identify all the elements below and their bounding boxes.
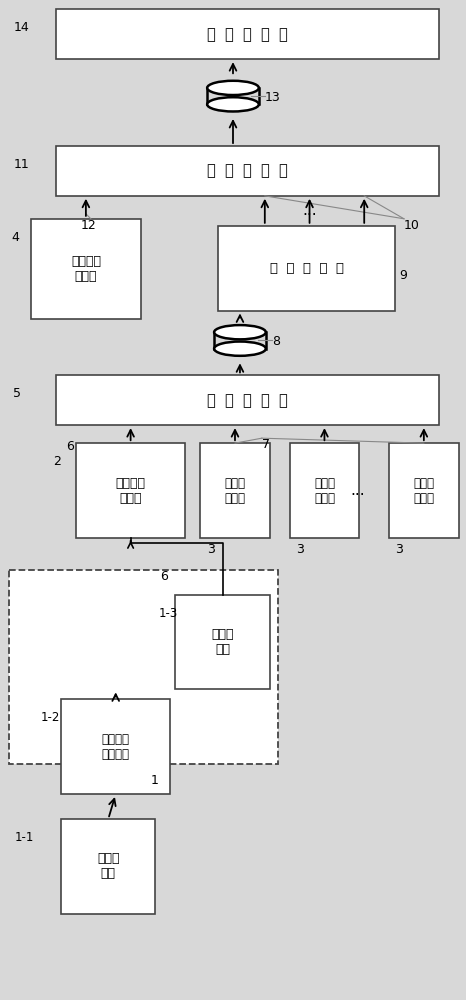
Bar xyxy=(200,443,270,538)
Text: 掺锁光纤
放大器: 掺锁光纤 放大器 xyxy=(116,477,145,505)
Text: 14: 14 xyxy=(14,21,29,34)
Text: 3: 3 xyxy=(395,543,403,556)
Text: 第  一  个  耦  器: 第 一 个 耦 器 xyxy=(269,262,343,275)
Text: 8: 8 xyxy=(272,335,280,348)
Text: 7: 7 xyxy=(262,438,270,451)
Text: 10: 10 xyxy=(404,219,420,232)
Text: 2: 2 xyxy=(53,455,61,468)
Bar xyxy=(290,443,359,538)
Text: 探测光
激光器: 探测光 激光器 xyxy=(413,477,434,505)
Text: 马赫调
制器: 马赫调 制器 xyxy=(211,628,234,656)
Bar xyxy=(31,219,141,319)
Text: 3: 3 xyxy=(207,543,215,556)
Text: 4: 4 xyxy=(11,231,19,244)
Text: 第  三  个  耦  器: 第 三 个 耦 器 xyxy=(207,27,288,42)
Bar xyxy=(175,595,270,689)
Text: 9: 9 xyxy=(399,269,407,282)
Ellipse shape xyxy=(207,81,259,95)
Text: 1: 1 xyxy=(151,774,158,787)
Bar xyxy=(56,375,439,425)
Bar xyxy=(56,146,439,196)
Bar xyxy=(218,226,395,311)
Text: 探测光
激光器: 探测光 激光器 xyxy=(225,477,246,505)
Ellipse shape xyxy=(214,325,266,339)
Text: 5: 5 xyxy=(14,387,21,400)
Ellipse shape xyxy=(214,342,266,356)
Bar xyxy=(61,819,156,914)
Bar xyxy=(9,570,278,764)
Text: 13: 13 xyxy=(265,91,281,104)
Text: 3: 3 xyxy=(295,543,303,556)
Text: ...: ... xyxy=(302,203,317,218)
Text: 11: 11 xyxy=(14,158,29,171)
Text: 1-2: 1-2 xyxy=(41,711,61,724)
Text: 6: 6 xyxy=(160,570,168,583)
Text: 12: 12 xyxy=(81,219,96,232)
Bar xyxy=(61,699,171,794)
Text: 第  二  个  耦  器: 第 二 个 耦 器 xyxy=(207,163,288,178)
Text: 脉冲激
光器: 脉冲激 光器 xyxy=(97,852,119,880)
Ellipse shape xyxy=(207,97,259,111)
Text: 1-3: 1-3 xyxy=(158,607,178,620)
Text: 第  一  个  耦  器: 第 一 个 耦 器 xyxy=(207,393,288,408)
Text: 6: 6 xyxy=(66,440,74,453)
Text: 伪随机序
列发生器: 伪随机序 列发生器 xyxy=(102,733,130,761)
Text: 1-1: 1-1 xyxy=(14,831,34,844)
Bar xyxy=(56,9,439,59)
Text: ...: ... xyxy=(350,483,364,498)
Bar xyxy=(389,443,459,538)
Text: 探测光
激光器: 探测光 激光器 xyxy=(314,477,335,505)
Bar xyxy=(76,443,185,538)
Text: 连续波源
激光器: 连续波源 激光器 xyxy=(71,255,101,283)
